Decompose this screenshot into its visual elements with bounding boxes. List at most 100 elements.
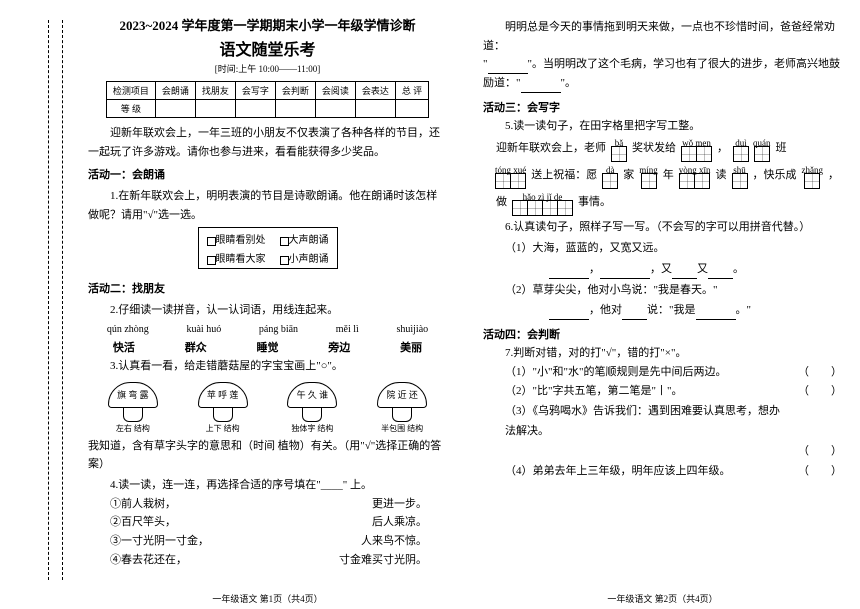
mush-cap-1: 苹 呼 莲: [198, 382, 248, 408]
th-1: 会朗诵: [155, 82, 195, 100]
j3-text: （3）《乌鸦喝水》告诉我们：遇到困难要认真思考，想办法解决。: [505, 402, 785, 442]
p2-intro-3a: 励道：": [483, 77, 521, 89]
score-value-row: 等 级: [106, 100, 428, 118]
th-3: 会写字: [235, 82, 275, 100]
pages-container: 2023~2024 学年度第一学期期末小学一年级学情诊断 语文随堂乐考 [时间:…: [70, 0, 860, 609]
l1-post: 班: [774, 138, 789, 159]
paren[interactable]: （ ）: [798, 382, 842, 402]
page-1: 2023~2024 学年度第一学期期末小学一年级学情诊断 语文随堂乐考 [时间:…: [70, 0, 465, 609]
tian-line3: 做 hǎo zì jǐ de 事情。: [494, 189, 842, 216]
blank[interactable]: [549, 267, 589, 279]
q4-r1: 后人乘凉。: [372, 513, 427, 532]
tian-cell[interactable]: [679, 173, 695, 189]
tian-cell[interactable]: [732, 173, 748, 189]
opt-10: 眼睛看大家: [216, 254, 266, 265]
tian-cell[interactable]: [512, 200, 528, 216]
w-2: 睡觉: [256, 339, 278, 355]
py: hǎo zì jǐ de: [523, 189, 563, 200]
th-6: 会表达: [355, 82, 395, 100]
dotted-line-1: [48, 20, 49, 580]
l2-m2: 家: [621, 165, 636, 186]
opt-11: 小声朗诵: [289, 254, 329, 265]
checkbox[interactable]: [280, 256, 289, 265]
checkbox[interactable]: [207, 237, 216, 246]
tian-cell[interactable]: [804, 173, 820, 189]
paren[interactable]: （ ）: [798, 363, 842, 383]
blank[interactable]: [696, 308, 736, 320]
mushroom-row: 旗 弯 露左右 结构 苹 呼 莲上下 结构 午 久 谁独体字 结构 院 近 还半…: [88, 382, 447, 434]
tian-cell[interactable]: [694, 173, 710, 189]
l1-m2: ，: [715, 138, 730, 159]
l1-pre: 迎新年联欢会上，老师: [494, 138, 608, 159]
j1: （1）"小"和"水"的笔顺规则是先中间后两边。（ ）: [483, 363, 842, 383]
mush-1: 苹 呼 莲上下 结构: [193, 382, 253, 434]
blank[interactable]: [521, 81, 561, 93]
q4: 4.读一读，连一连，再选择合适的序号填在"____" 上。: [88, 476, 447, 495]
tian-cell[interactable]: [681, 146, 697, 162]
blank[interactable]: [708, 267, 733, 279]
tian-cell[interactable]: [641, 173, 657, 189]
l2-post: ，: [826, 165, 841, 186]
th-4: 会判断: [275, 82, 315, 100]
l2-m5: ，快乐成: [751, 165, 799, 186]
tg: shū: [732, 162, 748, 189]
tian-cell[interactable]: [557, 200, 573, 216]
q5: 5.读一读句子，在田字格里把字写工整。: [483, 117, 842, 136]
td-5: [315, 100, 355, 118]
mush-cap-3: 院 近 还: [377, 382, 427, 408]
td-label: 等 级: [106, 100, 155, 118]
opt-01: 大声朗诵: [289, 235, 329, 246]
tian-cell[interactable]: [495, 173, 511, 189]
q4-l3: ④春去花还在，: [110, 551, 187, 570]
tg: yòng xīn: [679, 162, 711, 189]
py: shū: [733, 162, 746, 173]
mush-2: 午 久 谁独体字 结构: [282, 382, 342, 434]
tg: bǎ: [611, 135, 627, 162]
spine-label-3: 学 校: [0, 284, 10, 324]
th-7: 总 评: [395, 82, 428, 100]
q4-r2: 人来鸟不惊。: [361, 532, 427, 551]
opt-table: 眼睛看别处 大声朗诵 眼睛看大家 小声朗诵: [198, 227, 338, 269]
mush-stem-1: [213, 408, 233, 422]
l3-pre: 做: [494, 192, 509, 213]
tg: tóng xué: [495, 162, 526, 189]
td-6: [355, 100, 395, 118]
tian-cell[interactable]: [602, 173, 618, 189]
paren[interactable]: （ ）: [798, 462, 842, 482]
title-time: [时间:上午 10:00——11:00]: [88, 62, 447, 75]
tian-cell[interactable]: [527, 200, 543, 216]
checkbox[interactable]: [280, 237, 289, 246]
page1-footer: 一年级语文 第1页（共4页）: [70, 592, 465, 605]
tian-cell[interactable]: [510, 173, 526, 189]
paren[interactable]: （ ）: [798, 442, 842, 462]
tian-cell[interactable]: [611, 146, 627, 162]
tian-cell[interactable]: [754, 146, 770, 162]
py: yòng xīn: [679, 162, 711, 173]
py: quán: [753, 135, 771, 146]
mush-stem-0: [123, 408, 143, 422]
blank[interactable]: [488, 62, 528, 74]
l2-m4: 读: [714, 165, 729, 186]
know-line: 我知道，含有草字头字的意思和（时间 植物）有关。（用"√"选择正确的答案）: [88, 437, 447, 474]
blank[interactable]: [625, 267, 650, 279]
p2-intro-3b: "。: [561, 77, 577, 89]
tian-line1: 迎新年联欢会上，老师 bǎ 奖状发给 wǒ men ， duì quán 班: [494, 135, 842, 162]
pinyin-row: qún zhòng kuài huó páng biān měi lì shuì…: [88, 324, 447, 335]
py-3: měi lì: [336, 324, 359, 335]
mush-cap-2: 午 久 谁: [287, 382, 337, 408]
py-2: páng biān: [259, 324, 298, 335]
mush-stem-3: [392, 408, 412, 422]
q3: 3.认真看一看，给走错蘑菇屋的字宝宝画上"○"。: [88, 357, 447, 376]
tg: zhǎng: [802, 162, 824, 189]
tian-cell[interactable]: [733, 146, 749, 162]
blank[interactable]: [549, 308, 589, 320]
tg: wǒ men: [681, 135, 712, 162]
mush-3: 院 近 还半包围 结构: [372, 382, 432, 434]
q4-l2: ③一寸光阴一寸金，: [110, 532, 209, 551]
tian-cell[interactable]: [542, 200, 558, 216]
checkbox[interactable]: [207, 256, 216, 265]
blank[interactable]: [600, 267, 625, 279]
blank[interactable]: [672, 267, 697, 279]
tian-cell[interactable]: [696, 146, 712, 162]
blank[interactable]: [622, 308, 647, 320]
